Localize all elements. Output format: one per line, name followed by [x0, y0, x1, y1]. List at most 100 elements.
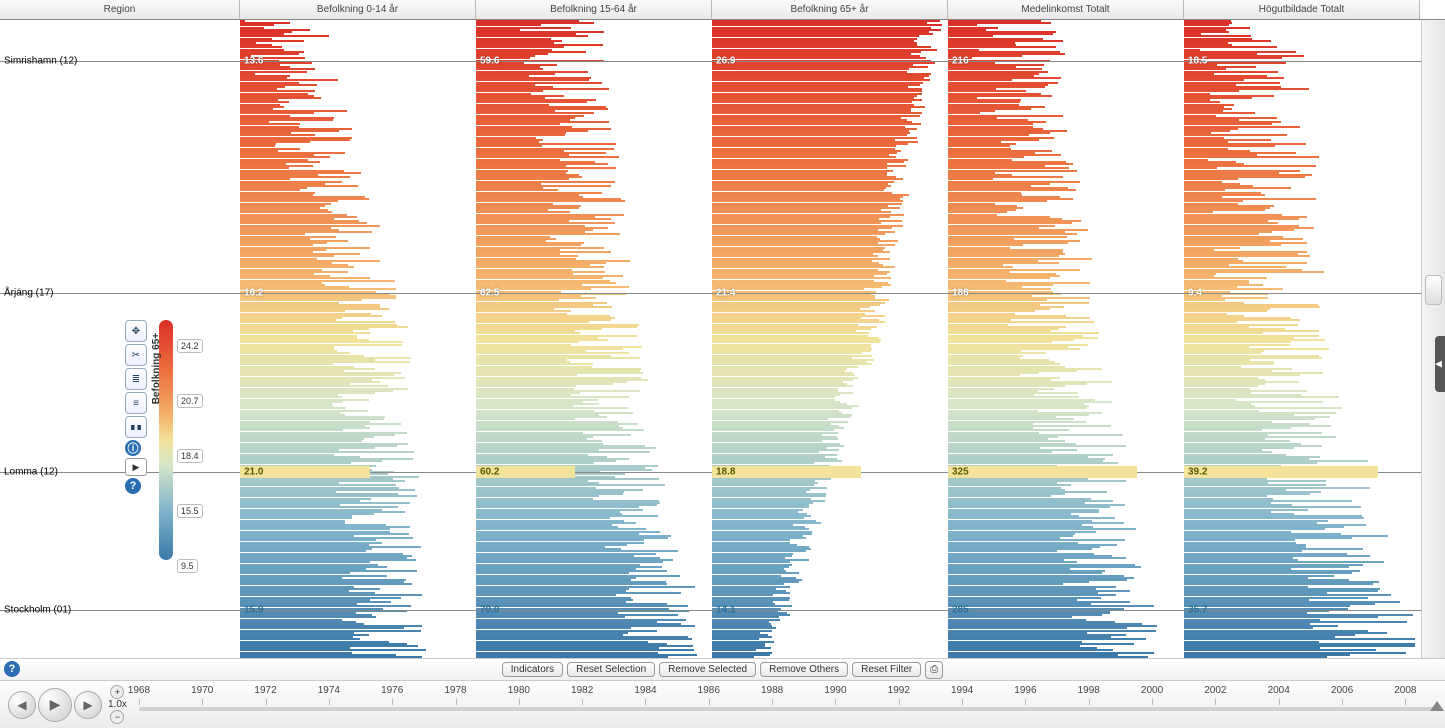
header-pop-0-14[interactable]: Befolkning 0-14 år — [240, 0, 476, 19]
year-gridline — [329, 699, 330, 705]
year-tick-label: 1996 — [1014, 685, 1036, 696]
value-label: 59.6 — [480, 56, 499, 67]
year-track[interactable] — [139, 707, 1437, 711]
header-region[interactable]: Region — [0, 0, 240, 19]
value-label: 26.9 — [716, 56, 735, 67]
value-label: 70.0 — [480, 605, 499, 616]
year-tick-label: 1970 — [191, 685, 213, 696]
region-row-label[interactable]: Lomma (12) — [4, 466, 58, 477]
scrollbar-thumb[interactable] — [1425, 275, 1442, 305]
row-divider — [0, 610, 1421, 611]
highlight-bar — [1184, 466, 1378, 478]
year-tick-label: 1984 — [634, 685, 656, 696]
year-tick-label: 1978 — [444, 685, 466, 696]
year-tick-label: 1998 — [1078, 685, 1100, 696]
year-gridline — [1215, 699, 1216, 705]
year-gridline — [962, 699, 963, 705]
tool-grid-icon[interactable]: ∎∎ — [125, 416, 147, 438]
year-gridline — [1342, 699, 1343, 705]
value-label: 9.4 — [1188, 288, 1202, 299]
value-label: 18.5 — [1188, 56, 1207, 67]
remove-others-button[interactable]: Remove Others — [760, 662, 848, 677]
highlight-bar — [948, 466, 1137, 478]
chart-column-income — [948, 20, 1184, 658]
year-tick-label: 2008 — [1394, 685, 1416, 696]
remove-selected-button[interactable]: Remove Selected — [659, 662, 756, 677]
year-tick-label: 1994 — [951, 685, 973, 696]
legend-play-toggle[interactable]: ▶ — [125, 458, 147, 476]
year-tick-label: 1980 — [508, 685, 530, 696]
value-label: 60.2 — [480, 466, 499, 477]
play-button[interactable]: ▶ — [38, 688, 72, 722]
header-pop-15-64[interactable]: Befolkning 15-64 år — [476, 0, 712, 19]
year-tick-label: 1972 — [254, 685, 276, 696]
year-axis[interactable]: 1968197019721974197619781980198219841986… — [139, 681, 1437, 728]
year-tick-label: 2004 — [1268, 685, 1290, 696]
year-tick-label: 2006 — [1331, 685, 1353, 696]
header-edu[interactable]: Högutbildade Totalt — [1184, 0, 1420, 19]
region-row-label[interactable]: Stockholm (01) — [4, 605, 71, 616]
reset-filter-button[interactable]: Reset Filter — [852, 662, 921, 677]
year-gridline — [899, 699, 900, 705]
info-icon[interactable]: ⓘ — [125, 440, 141, 456]
right-panel-expander[interactable] — [1435, 336, 1445, 392]
chart-column-pop_65 — [712, 20, 948, 658]
year-tick-label: 1976 — [381, 685, 403, 696]
year-tick-label: 1974 — [318, 685, 340, 696]
speed-down-button[interactable]: − — [110, 710, 124, 724]
tool-list2-icon[interactable]: ≡ — [125, 392, 147, 414]
chart-area[interactable]: Simrishamn (12) 13.6 59.6 26.9 216 18.5 Årjäng… — [0, 20, 1445, 658]
value-label: 62.5 — [480, 288, 499, 299]
year-gridline — [139, 699, 140, 705]
legend-tick: 18.4 — [177, 449, 203, 463]
color-scale-bar[interactable]: Befolkning 65+ — [159, 320, 173, 560]
color-legend-panel: ✥ ✂ ≣ ≡ ∎∎ ⓘ ▶ ? Befolkning 65+ 24.220.7… — [125, 320, 211, 560]
reset-selection-button[interactable]: Reset Selection — [567, 662, 655, 677]
legend-tick: 15.5 — [177, 504, 203, 518]
step-forward-button[interactable]: ▶ — [74, 691, 102, 719]
region-row-label[interactable]: Årjäng (17) — [4, 288, 53, 299]
value-label: 18.8 — [716, 466, 735, 477]
value-label: 21.0 — [244, 466, 263, 477]
indicators-button[interactable]: Indicators — [502, 662, 563, 677]
print-icon[interactable]: ⎙ — [925, 661, 943, 679]
header-row: Region Befolkning 0-14 år Befolkning 15-… — [0, 0, 1445, 20]
value-label: 325 — [952, 466, 969, 477]
value-label: 21.4 — [716, 288, 735, 299]
row-divider — [0, 293, 1421, 294]
value-label: 216 — [952, 56, 969, 67]
region-row-label[interactable]: Simrishamn (12) — [4, 56, 77, 67]
year-tick-label: 1986 — [698, 685, 720, 696]
chart-column-edu — [1184, 20, 1420, 658]
speed-up-button[interactable]: + — [110, 685, 124, 699]
header-pop-65[interactable]: Befolkning 65+ år — [712, 0, 948, 19]
tool-settings-icon[interactable]: ✂ — [125, 344, 147, 366]
year-tick-label: 1988 — [761, 685, 783, 696]
year-gridline — [1279, 699, 1280, 705]
tool-list1-icon[interactable]: ≣ — [125, 368, 147, 390]
header-income[interactable]: Medelinkomst Totalt — [948, 0, 1184, 19]
help-icon[interactable]: ? — [4, 661, 20, 677]
year-gridline — [266, 699, 267, 705]
row-divider — [0, 61, 1421, 62]
year-gridline — [1405, 699, 1406, 705]
value-label: 13.6 — [244, 56, 263, 67]
year-gridline — [519, 699, 520, 705]
tool-move-icon[interactable]: ✥ — [125, 320, 147, 342]
step-back-button[interactable]: ◀ — [8, 691, 36, 719]
value-label: 15.9 — [244, 605, 263, 616]
year-gridline — [645, 699, 646, 705]
help-icon[interactable]: ? — [125, 478, 141, 494]
year-gridline — [582, 699, 583, 705]
year-gridline — [1089, 699, 1090, 705]
year-gridline — [1152, 699, 1153, 705]
year-cursor[interactable] — [1430, 701, 1444, 711]
year-tick-label: 2002 — [1204, 685, 1226, 696]
year-gridline — [772, 699, 773, 705]
year-gridline — [709, 699, 710, 705]
chart-column-pop_15_64 — [476, 20, 712, 658]
value-label: 35.7 — [1188, 605, 1207, 616]
action-button-bar: ? Indicators Reset Selection Remove Sele… — [0, 658, 1445, 680]
year-tick-label: 1990 — [824, 685, 846, 696]
year-tick-label: 2000 — [1141, 685, 1163, 696]
